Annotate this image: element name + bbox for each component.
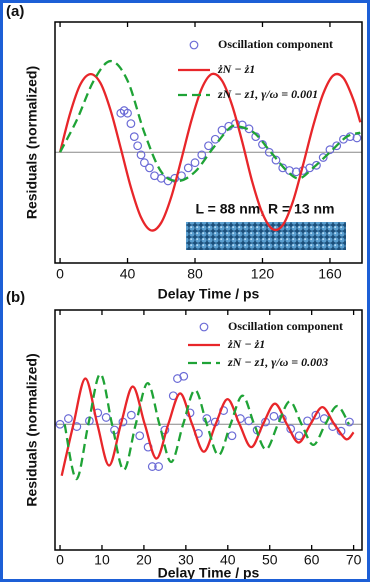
- figure: (a) Delay Time / ps Residuals (normalized)…: [0, 0, 370, 582]
- legend-label: Oscillation component: [228, 319, 343, 333]
- annotation: L = 88 nm, R = 13 nm: [195, 201, 334, 217]
- data-point: [136, 432, 144, 440]
- x-tick-label: 60: [304, 552, 320, 568]
- legend-marker: [190, 41, 198, 49]
- x-axis-label: Delay Time / ps: [158, 565, 260, 579]
- data-point: [128, 411, 136, 419]
- legend-label: żN − ż1: [217, 62, 255, 76]
- legend-label: Oscillation component: [218, 37, 333, 51]
- data-point: [65, 415, 73, 423]
- legend-label: zN − z1, γ/ω = 0.001: [217, 87, 318, 101]
- x-tick-label: 160: [318, 266, 342, 282]
- x-tick-label: 120: [251, 266, 275, 282]
- y-axis-label: Residuals (normalized): [24, 353, 40, 506]
- x-tick-label: 10: [94, 552, 110, 568]
- x-tick-label: 70: [346, 552, 362, 568]
- x-tick-label: 0: [56, 552, 64, 568]
- legend-label: żN − ż1: [227, 337, 265, 351]
- x-tick-label: 40: [220, 552, 236, 568]
- panel-label: (a): [6, 3, 24, 20]
- x-tick-label: 50: [262, 552, 278, 568]
- data-point: [191, 159, 199, 167]
- data-point: [102, 414, 110, 422]
- y-axis-label: Residuals (normalized): [24, 66, 40, 219]
- x-tick-label: 0: [56, 266, 64, 282]
- x-tick-label: 20: [136, 552, 152, 568]
- legend-marker: [200, 323, 208, 331]
- x-tick-label: 30: [178, 552, 194, 568]
- data-point: [146, 164, 154, 172]
- data-point: [134, 142, 142, 150]
- nanowire: [186, 222, 346, 250]
- legend-label: zN − z1, γ/ω = 0.003: [227, 355, 328, 369]
- data-point: [270, 412, 278, 420]
- data-point: [205, 142, 213, 150]
- data-point: [228, 432, 236, 440]
- x-tick-label: 40: [120, 266, 136, 282]
- data-point: [184, 164, 192, 172]
- data-point: [127, 120, 135, 128]
- data-point: [130, 133, 138, 141]
- x-tick-label: 80: [187, 266, 203, 282]
- panel-label: (b): [6, 289, 25, 306]
- data-point: [211, 135, 219, 143]
- chart: (a) Delay Time / ps Residuals (normalized)…: [3, 3, 367, 579]
- x-axis-label: Delay Time / ps: [158, 286, 260, 302]
